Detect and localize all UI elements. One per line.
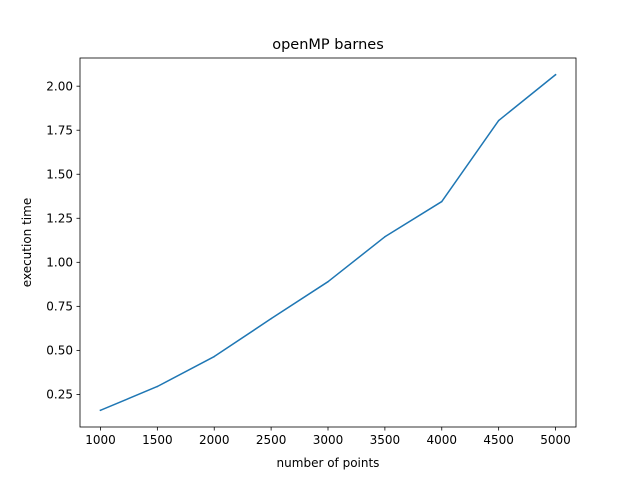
x-axis: 1000 1500 2000 2500 3000 3500 4000 4500 5000: [85, 427, 571, 447]
x-tick-label: 4000: [426, 433, 457, 447]
y-tick-label: 1.00: [46, 256, 73, 270]
data-point: [270, 317, 272, 320]
data-point: [156, 385, 159, 388]
y-tick-label: 1.75: [46, 124, 73, 138]
y-tick-label: 0.50: [46, 344, 73, 358]
plot-area: [79, 57, 577, 428]
data-point: [213, 355, 215, 358]
x-tick-label: 2500: [256, 433, 287, 447]
data-point: [384, 236, 386, 238]
x-tick-label: 3000: [313, 433, 344, 447]
data-point: [99, 409, 102, 412]
series-layer: [99, 73, 557, 412]
chart-title: openMP barnes: [272, 37, 384, 53]
x-tick-label: 4500: [483, 433, 514, 447]
y-axis: 0.25 0.50 0.75 1.00 1.25 1.50 1.75 2.00: [46, 79, 80, 402]
y-tick-label: 1.50: [46, 168, 73, 182]
x-tick-label: 3500: [370, 433, 401, 447]
data-point: [327, 280, 329, 283]
data-point: [497, 119, 500, 122]
y-tick-label: 0.75: [46, 300, 73, 314]
plot-background: [80, 58, 576, 427]
x-tick-label: 1000: [85, 433, 116, 447]
data-point: [441, 200, 443, 203]
x-tick-label: 2000: [199, 433, 230, 447]
x-axis-label: number of points: [277, 456, 380, 470]
x-tick-label: 1500: [142, 433, 173, 447]
y-tick-label: 2.00: [46, 79, 73, 93]
y-axis-label: execution time: [20, 198, 34, 287]
y-tick-label: 1.25: [46, 212, 73, 226]
x-tick-label: 5000: [540, 433, 571, 447]
data-point: [554, 73, 557, 76]
y-tick-label: 0.25: [46, 388, 73, 402]
